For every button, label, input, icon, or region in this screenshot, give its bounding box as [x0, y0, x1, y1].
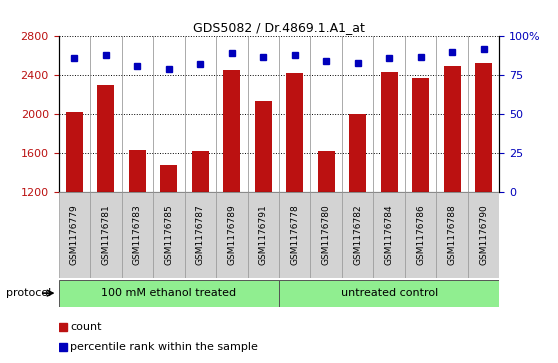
Bar — [412, 78, 429, 192]
Bar — [318, 151, 335, 192]
Text: percentile rank within the sample: percentile rank within the sample — [70, 342, 258, 352]
Text: GSM1176779: GSM1176779 — [70, 205, 79, 265]
Text: GSM1176788: GSM1176788 — [448, 205, 456, 265]
Text: GSM1176786: GSM1176786 — [416, 205, 425, 265]
Bar — [59, 280, 279, 307]
Bar — [223, 70, 240, 192]
Bar — [254, 101, 272, 192]
Text: GSM1176790: GSM1176790 — [479, 205, 488, 265]
Text: GSM1176781: GSM1176781 — [102, 205, 110, 265]
Bar — [373, 192, 405, 278]
Text: GSM1176787: GSM1176787 — [196, 205, 205, 265]
Text: GSM1176782: GSM1176782 — [353, 205, 362, 265]
Text: untreated control: untreated control — [340, 288, 438, 298]
Title: GDS5082 / Dr.4869.1.A1_at: GDS5082 / Dr.4869.1.A1_at — [193, 21, 365, 34]
Text: GSM1176789: GSM1176789 — [227, 205, 236, 265]
Text: GSM1176791: GSM1176791 — [259, 205, 268, 265]
Bar — [153, 192, 185, 278]
Text: GSM1176784: GSM1176784 — [384, 205, 394, 265]
Bar — [279, 192, 310, 278]
Bar — [97, 85, 114, 192]
Text: GSM1176778: GSM1176778 — [290, 205, 299, 265]
Bar — [405, 192, 436, 278]
Bar — [381, 72, 398, 192]
Text: GSM1176783: GSM1176783 — [133, 205, 142, 265]
Bar — [286, 73, 304, 192]
Bar — [216, 192, 248, 278]
Bar — [185, 192, 216, 278]
Bar — [129, 150, 146, 192]
Text: 100 mM ethanol treated: 100 mM ethanol treated — [101, 288, 237, 298]
Bar — [90, 192, 122, 278]
Bar — [436, 192, 468, 278]
Text: count: count — [70, 322, 102, 332]
Text: GSM1176780: GSM1176780 — [322, 205, 331, 265]
Bar — [475, 63, 492, 192]
Bar — [342, 192, 373, 278]
Bar — [66, 113, 83, 192]
Bar — [444, 66, 461, 192]
Bar — [349, 114, 367, 192]
Text: protocol: protocol — [6, 288, 51, 298]
Bar — [248, 192, 279, 278]
Bar — [160, 165, 177, 192]
Bar — [191, 151, 209, 192]
Bar — [59, 192, 90, 278]
Bar — [279, 280, 499, 307]
Bar — [468, 192, 499, 278]
Bar — [122, 192, 153, 278]
Bar — [310, 192, 342, 278]
Text: GSM1176785: GSM1176785 — [164, 205, 174, 265]
